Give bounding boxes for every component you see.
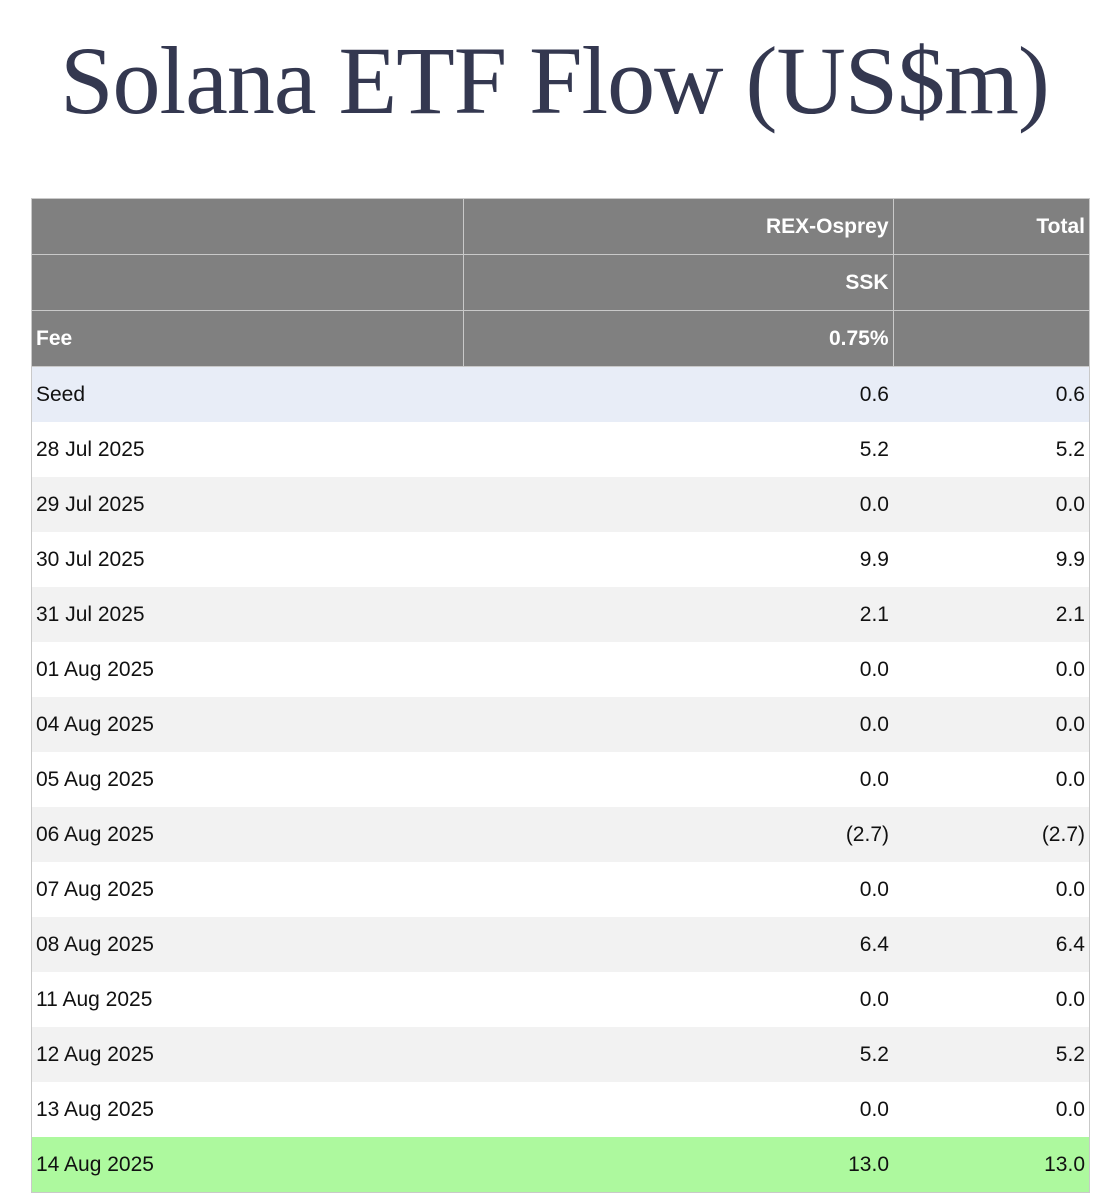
table-row: 30 Jul 2025 9.9 9.9 [32, 532, 1089, 587]
ssk-flow-cell: 13.0 [463, 1137, 893, 1192]
total-flow-cell: 0.0 [893, 1082, 1089, 1137]
header-cell-label [32, 254, 464, 311]
table-row: 04 Aug 2025 0.0 0.0 [32, 697, 1089, 752]
header-cell-empty [893, 310, 1089, 367]
page-title: Solana ETF Flow (US$m) [60, 27, 1050, 134]
total-flow-cell: 0.0 [893, 972, 1089, 1027]
total-flow-cell: 0.0 [893, 862, 1089, 917]
date-cell: 01 Aug 2025 [32, 642, 463, 697]
ssk-flow-cell: 0.0 [463, 477, 893, 532]
total-flow-cell: 0.0 [893, 642, 1089, 697]
date-cell: 31 Jul 2025 [32, 587, 463, 642]
header-cell-empty [893, 254, 1089, 311]
ssk-flow-cell: 5.2 [463, 422, 893, 477]
table-header: REX-Osprey Total SSK Fee 0.75% [32, 199, 1089, 367]
table-row: 01 Aug 2025 0.0 0.0 [32, 642, 1089, 697]
total-flow-cell: 2.1 [893, 587, 1089, 642]
table-row: 11 Aug 2025 0.0 0.0 [32, 972, 1089, 1027]
date-cell: 28 Jul 2025 [32, 422, 463, 477]
date-cell: 30 Jul 2025 [32, 532, 463, 587]
ssk-flow-cell: 6.4 [463, 917, 893, 972]
ssk-flow-cell: 0.0 [463, 1082, 893, 1137]
date-cell: 14 Aug 2025 [32, 1137, 463, 1192]
date-cell: 08 Aug 2025 [32, 917, 463, 972]
etf-flow-table: REX-Osprey Total SSK Fee 0.75% Seed 0.6 0.… [32, 199, 1089, 1192]
table-row: 05 Aug 2025 0.0 0.0 [32, 752, 1089, 807]
ssk-flow-cell: 9.9 [463, 532, 893, 587]
header-row-issuer: REX-Osprey Total [32, 199, 1089, 255]
ssk-flow-cell: 2.1 [463, 587, 893, 642]
header-cell-fee-value: 0.75% [463, 310, 894, 367]
table-row: 06 Aug 2025 (2.7) (2.7) [32, 807, 1089, 862]
table-row: 31 Jul 2025 2.1 2.1 [32, 587, 1089, 642]
table-row: 28 Jul 2025 5.2 5.2 [32, 422, 1089, 477]
date-cell: Seed [32, 366, 463, 422]
header-cell-total: Total [893, 199, 1089, 255]
date-cell: 06 Aug 2025 [32, 807, 463, 862]
etf-flow-table-container: REX-Osprey Total SSK Fee 0.75% Seed 0.6 0.… [31, 198, 1090, 1193]
table-row: 29 Jul 2025 0.0 0.0 [32, 477, 1089, 532]
date-cell: 11 Aug 2025 [32, 972, 463, 1027]
date-cell: 13 Aug 2025 [32, 1082, 463, 1137]
total-flow-cell: 6.4 [893, 917, 1089, 972]
total-flow-cell: 0.0 [893, 477, 1089, 532]
total-flow-cell: 0.0 [893, 752, 1089, 807]
ssk-flow-cell: 0.6 [463, 366, 893, 422]
header-cell-fee-label: Fee [32, 310, 464, 367]
total-flow-cell: 0.6 [893, 366, 1089, 422]
table-row: Seed 0.6 0.6 [32, 366, 1089, 422]
date-cell: 29 Jul 2025 [32, 477, 463, 532]
header-cell-issuer: REX-Osprey [463, 199, 894, 255]
total-flow-cell: 5.2 [893, 1027, 1089, 1082]
table-row: 12 Aug 2025 5.2 5.2 [32, 1027, 1089, 1082]
total-flow-cell: (2.7) [893, 807, 1089, 862]
table-row: 08 Aug 2025 6.4 6.4 [32, 917, 1089, 972]
total-flow-cell: 0.0 [893, 697, 1089, 752]
total-flow-cell: 13.0 [893, 1137, 1089, 1192]
header-cell-label [32, 199, 464, 255]
table-body: Seed 0.6 0.6 28 Jul 2025 5.2 5.2 29 Jul 2025 0.… [32, 366, 1089, 1192]
table-row: 13 Aug 2025 0.0 0.0 [32, 1082, 1089, 1137]
header-cell-ticker: SSK [463, 254, 894, 311]
table-row: 07 Aug 2025 0.0 0.0 [32, 862, 1089, 917]
date-cell: 07 Aug 2025 [32, 862, 463, 917]
ssk-flow-cell: 0.0 [463, 862, 893, 917]
header-row-fee: Fee 0.75% [32, 310, 1089, 367]
ssk-flow-cell: (2.7) [463, 807, 893, 862]
ssk-flow-cell: 0.0 [463, 697, 893, 752]
total-flow-cell: 5.2 [893, 422, 1089, 477]
header-row-ticker: SSK [32, 254, 1089, 311]
table-row: 14 Aug 2025 13.0 13.0 [32, 1137, 1089, 1192]
ssk-flow-cell: 5.2 [463, 1027, 893, 1082]
date-cell: 04 Aug 2025 [32, 697, 463, 752]
ssk-flow-cell: 0.0 [463, 752, 893, 807]
ssk-flow-cell: 0.0 [463, 972, 893, 1027]
total-flow-cell: 9.9 [893, 532, 1089, 587]
date-cell: 12 Aug 2025 [32, 1027, 463, 1082]
date-cell: 05 Aug 2025 [32, 752, 463, 807]
ssk-flow-cell: 0.0 [463, 642, 893, 697]
